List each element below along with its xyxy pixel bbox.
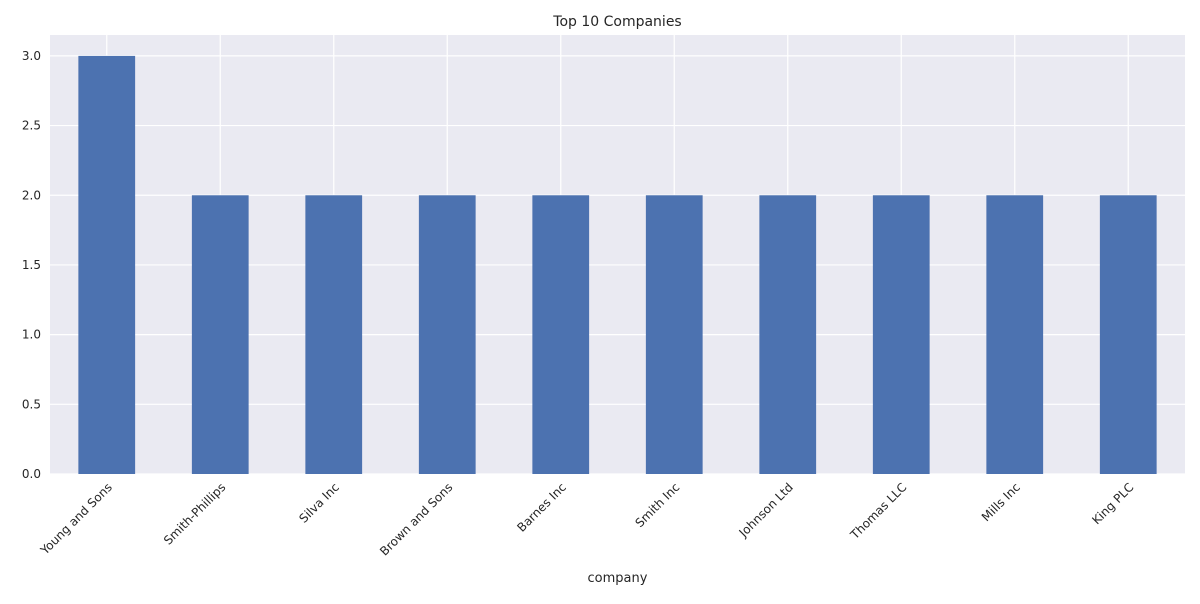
bar [759, 195, 817, 474]
x-tick-label: Silva Inc [296, 480, 341, 525]
x-tick-label: Mills Inc [979, 480, 1023, 524]
x-axis-label: company [588, 571, 648, 586]
y-tick-label: 3.0 [22, 49, 41, 63]
bars [78, 55, 1157, 475]
bar [191, 195, 249, 474]
y-tick-label: 0.0 [22, 467, 41, 481]
x-tick-label: Smith-Phillips [161, 480, 228, 547]
bar [986, 195, 1044, 474]
chart-title: Top 10 Companies [552, 14, 681, 30]
bar [418, 195, 476, 474]
x-tick-label: Brown and Sons [377, 480, 455, 558]
x-axis-ticks: Young and Sons Smith-Phillips Silva Inc Bro… [37, 480, 1136, 558]
x-tick-label: Young and Sons [37, 480, 115, 558]
x-tick-label: Johnson Ltd [736, 480, 796, 540]
y-tick-label: 0.5 [22, 397, 41, 411]
bar [305, 195, 363, 474]
y-tick-label: 1.0 [22, 328, 41, 342]
y-tick-label: 2.0 [22, 188, 41, 202]
bar [1099, 195, 1157, 474]
x-tick-label: Smith Inc [633, 480, 683, 530]
bar [532, 195, 590, 474]
y-tick-label: 2.5 [22, 119, 41, 133]
x-tick-label: King PLC [1089, 480, 1136, 527]
y-axis-ticks: 0.0 0.5 1.0 1.5 2.0 2.5 3.0 [22, 49, 41, 481]
y-tick-label: 1.5 [22, 258, 41, 272]
bar [645, 195, 703, 474]
bar [872, 195, 930, 474]
x-tick-label: Thomas LLC [847, 480, 909, 542]
bar [78, 55, 136, 475]
x-tick-label: Barnes Inc [514, 480, 569, 535]
